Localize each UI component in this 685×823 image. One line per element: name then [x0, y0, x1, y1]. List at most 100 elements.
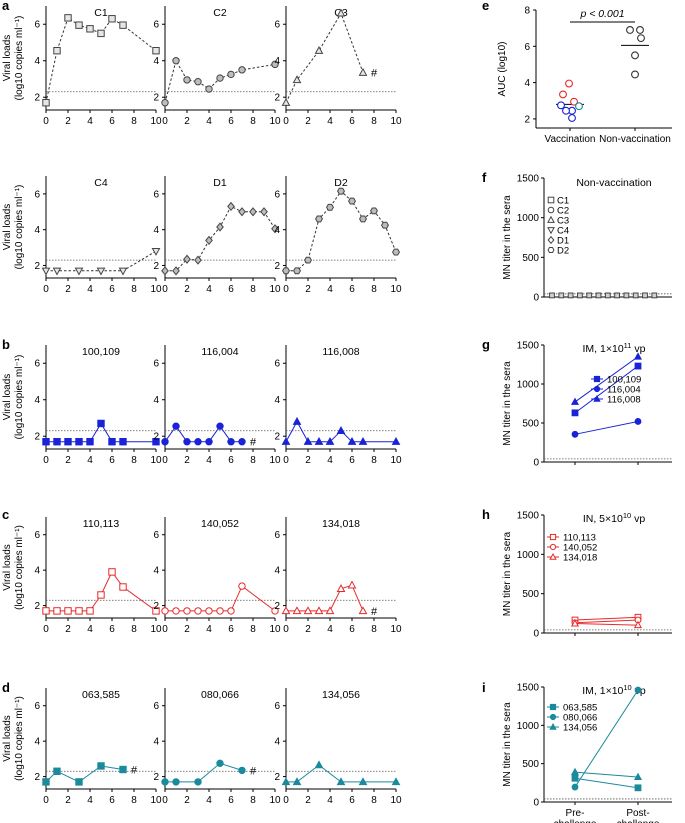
mn-point: [614, 292, 621, 299]
x-tick-label: 6: [349, 116, 355, 127]
auc-point: [562, 106, 570, 115]
data-point: [314, 45, 324, 54]
y-tick-label: 6: [274, 359, 280, 370]
x-tick-label: 8: [131, 624, 137, 635]
data-point: [108, 568, 116, 576]
viral-ylabel-line1: Viral loads: [2, 35, 13, 82]
x-tick-label: 4: [206, 284, 212, 295]
x-tick-label: 8: [131, 795, 137, 806]
data-point: [303, 436, 313, 445]
auc-point: [575, 102, 583, 111]
x-tick-label: 6: [109, 795, 115, 806]
data-point: [161, 778, 169, 786]
x-tick-label: 4: [327, 455, 333, 466]
mn-ylabel-text: MN titer in the sera: [502, 702, 513, 787]
mn-point: [634, 686, 642, 694]
data-point: [392, 248, 400, 256]
auc-point: [557, 101, 565, 110]
y-tick-label: 2: [34, 432, 40, 443]
data-point: [315, 215, 323, 223]
data-point: [227, 438, 235, 446]
y-tick-label: 6: [274, 20, 280, 31]
y-tick-label: 1500: [517, 683, 540, 694]
x-tick-label: 6: [109, 455, 115, 466]
x-tick-label: 10: [390, 795, 402, 806]
data-point: [152, 607, 160, 615]
panel-label-i: i: [482, 680, 486, 695]
viral-ylabel-line2: (log10 copies ml⁻¹): [14, 355, 25, 440]
series-line: [574, 623, 639, 626]
data-point: [53, 47, 61, 55]
mn-point: [651, 292, 658, 299]
y-tick-label: 4: [274, 737, 280, 748]
panel-label-c: c: [2, 507, 9, 522]
y-tick-label: 4: [153, 737, 159, 748]
y-tick-label: 4: [153, 566, 159, 577]
x-tick-label: 2: [305, 116, 311, 127]
mn-point: [632, 292, 639, 299]
data-point: [152, 438, 160, 446]
data-point: [238, 438, 246, 446]
data-point: [281, 777, 291, 786]
series-line: [286, 584, 364, 612]
viral-ylabel-line2: (log10 copies ml⁻¹): [14, 16, 25, 101]
x-tick-label: 6: [349, 795, 355, 806]
auc-point: [631, 70, 639, 79]
data-point: [336, 584, 346, 592]
auc-point: [568, 114, 576, 122]
data-point: [292, 606, 302, 615]
data-point: [281, 606, 291, 615]
mn-ylabel: MN titer in the sera: [502, 702, 513, 787]
data-point: [292, 416, 302, 425]
panel-title: D2: [334, 177, 348, 189]
data-point: [86, 25, 94, 33]
viral-ylabel-line2: (log10 copies ml⁻¹): [14, 525, 25, 610]
y-tick-label: 2: [34, 93, 40, 104]
x-tick-label: 8: [371, 284, 377, 295]
x-tick-label: 10: [390, 284, 402, 295]
title-prefix: IM, 1×10: [583, 343, 624, 355]
legend-label: 063,585: [563, 703, 597, 714]
x-tick-label: 10: [390, 455, 402, 466]
x-tick-label: 6: [228, 795, 234, 806]
x-tick-label: 4: [87, 795, 93, 806]
panel-label-a: a: [2, 0, 10, 13]
series-line: [574, 616, 639, 621]
x-tick-label: 2: [65, 795, 71, 806]
y-tick-label: 2: [274, 772, 280, 783]
y-tick-label: 6: [274, 189, 280, 200]
death-mark: #: [250, 765, 257, 777]
y-tick-label: 4: [34, 56, 40, 67]
x-tick-label: 0: [162, 455, 168, 466]
data-point: [281, 97, 291, 106]
data-point: [271, 60, 279, 69]
data-point: [119, 583, 127, 591]
x-tick-label: 0: [162, 795, 168, 806]
y-tick-label: 4: [34, 225, 40, 236]
x-tick-label: 10: [150, 624, 162, 635]
category-label: challenge: [554, 819, 597, 823]
y-tick-label: 6: [524, 42, 530, 53]
data-point: [64, 14, 72, 22]
data-point: [194, 607, 202, 615]
mn-ylabel: MN titer in the sera: [502, 361, 513, 446]
data-point: [172, 57, 180, 65]
title-suffix: vp: [631, 513, 645, 525]
data-point: [53, 767, 61, 775]
panel-title: C2: [213, 7, 227, 19]
data-point: [161, 266, 169, 276]
y-tick-label: 6: [34, 530, 40, 541]
data-point: [172, 266, 180, 276]
x-tick-label: 2: [184, 795, 190, 806]
viral-ylabel-line1: Viral loads: [2, 374, 13, 421]
data-point: [172, 422, 180, 430]
x-tick-label: 10: [269, 795, 281, 806]
y-tick-label: 500: [522, 419, 539, 430]
x-tick-label: 8: [250, 455, 256, 466]
data-point: [161, 99, 169, 107]
data-point: [53, 438, 61, 446]
y-tick-label: 6: [34, 359, 40, 370]
x-tick-label: 6: [349, 284, 355, 295]
data-point: [359, 215, 367, 223]
mn-point: [595, 292, 602, 299]
